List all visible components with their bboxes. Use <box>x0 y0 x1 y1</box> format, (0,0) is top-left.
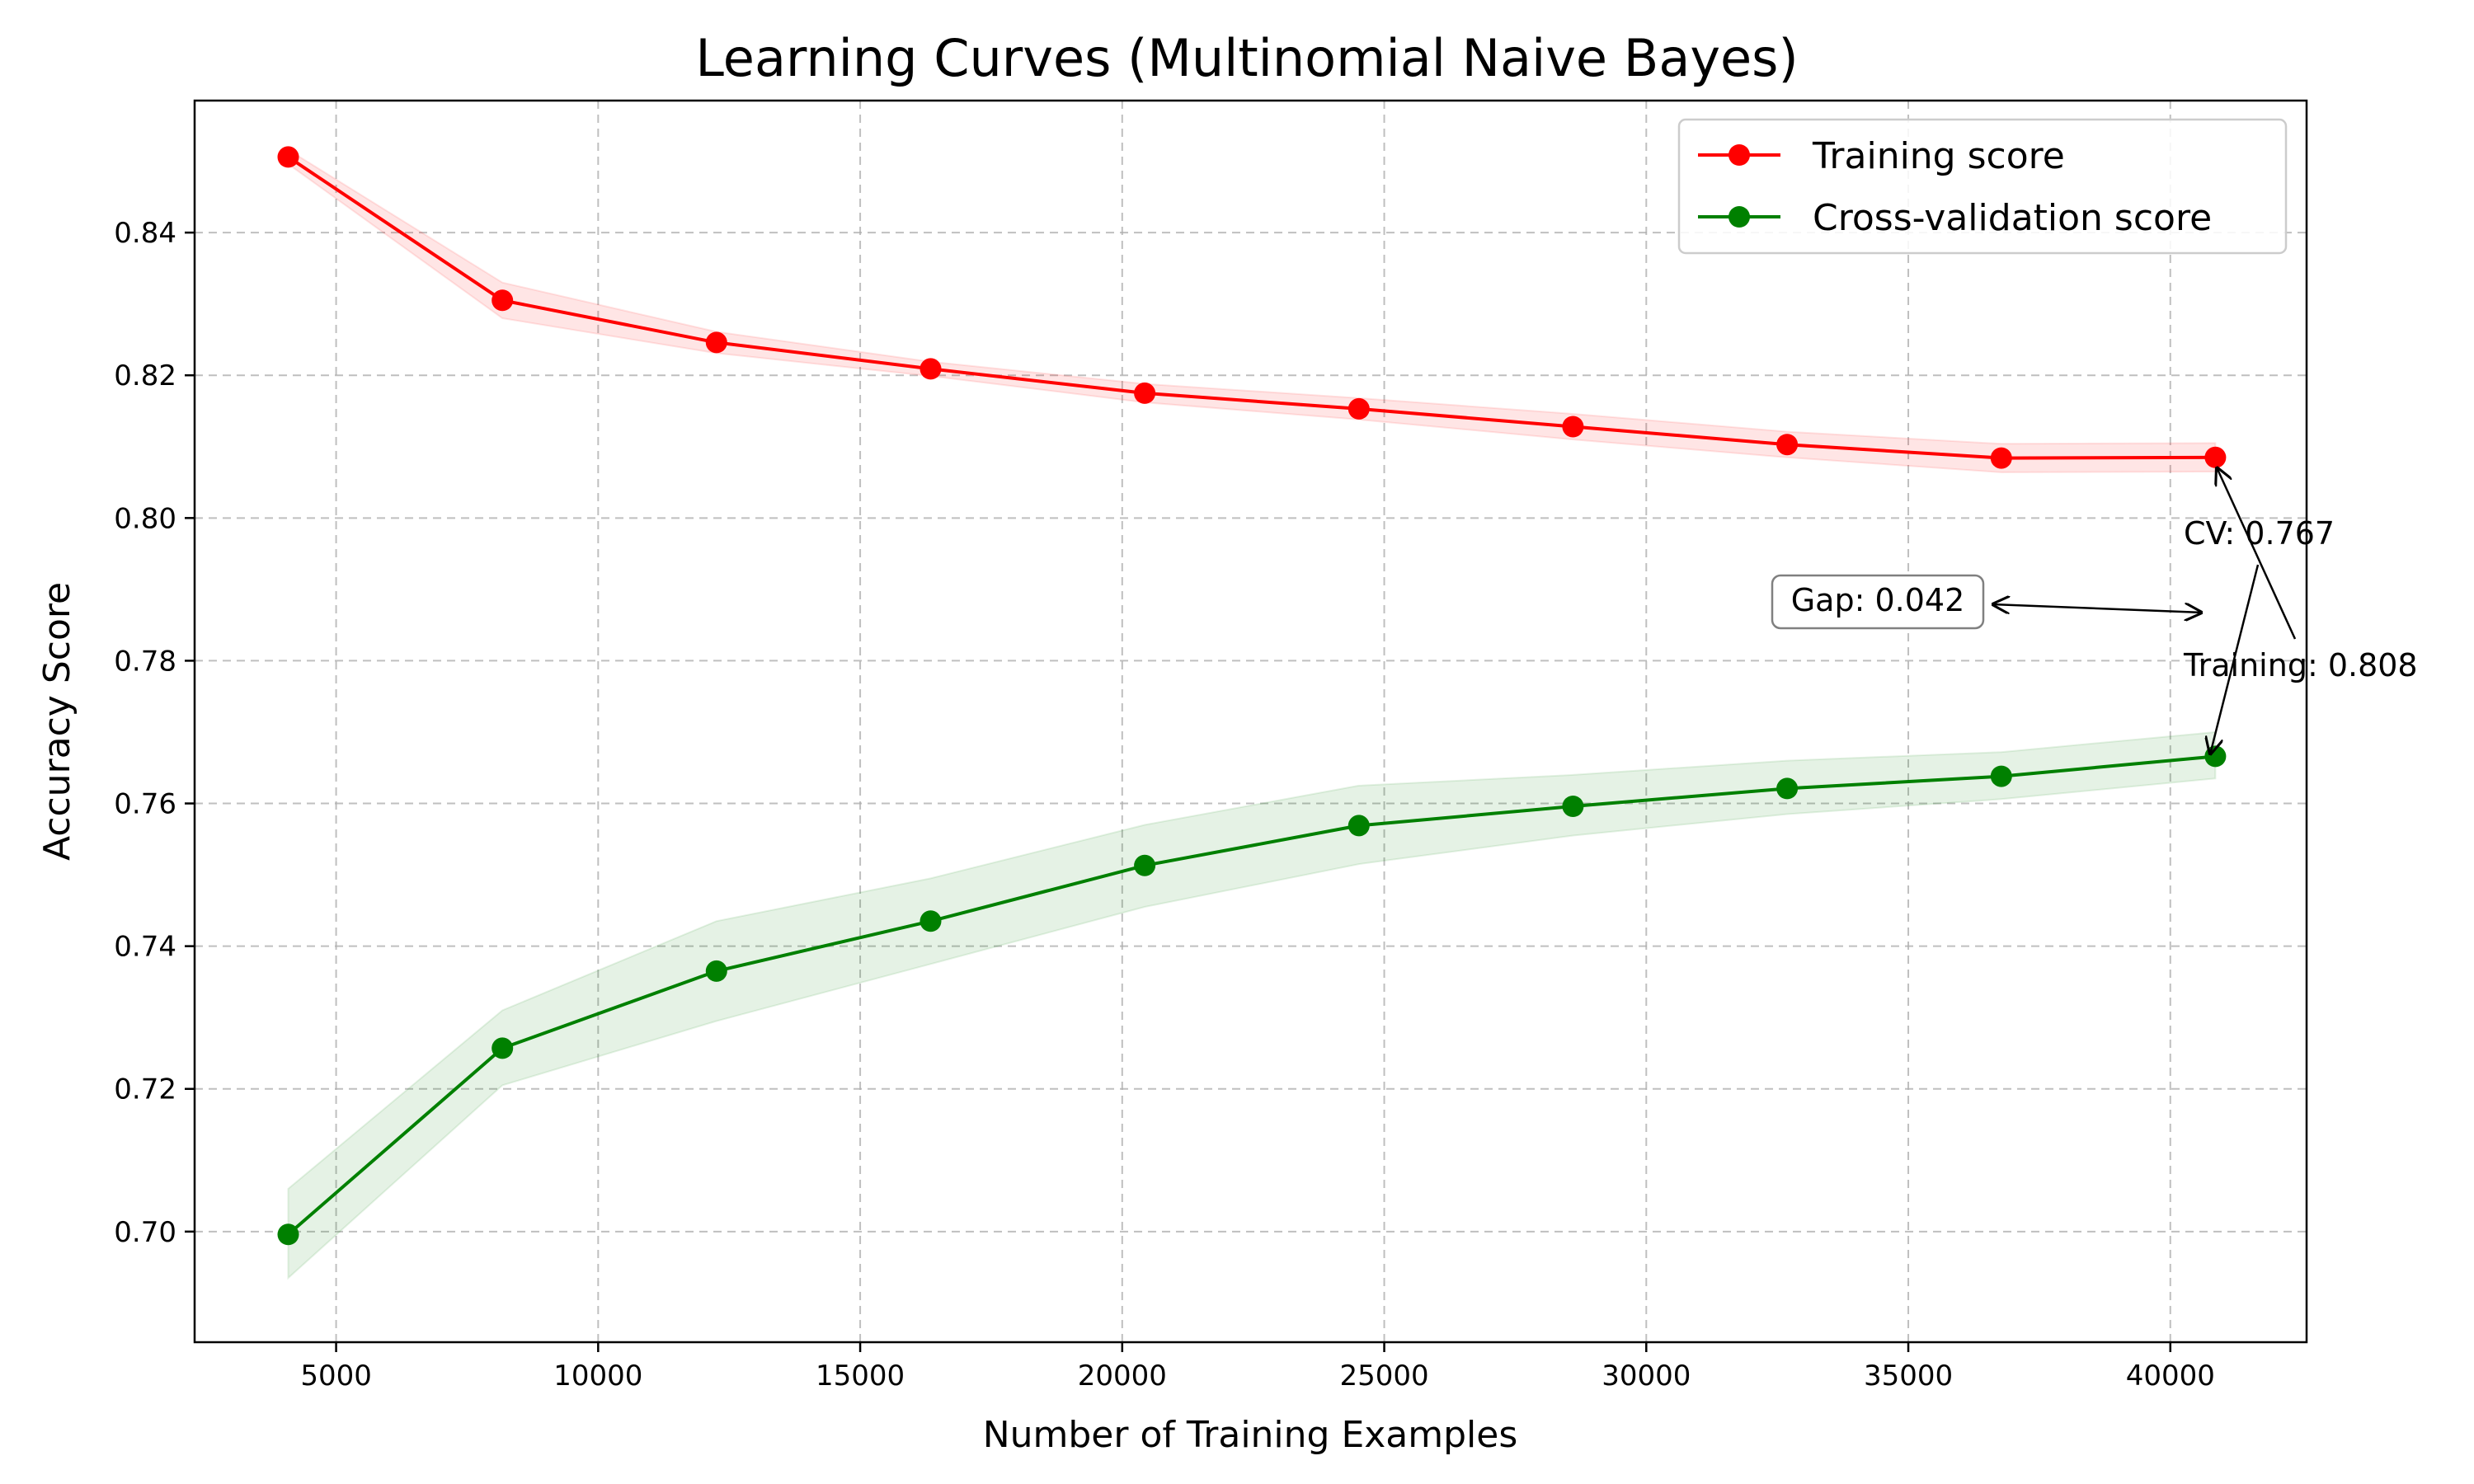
training-score-line <box>287 155 2216 460</box>
training-score-point <box>1134 382 1156 404</box>
cv-score-point <box>1134 854 1156 876</box>
training-score-point <box>2204 446 2227 468</box>
y-axis: 0.70 0.72 0.74 0.76 0.78 0.80 0.82 0.84 <box>114 217 195 1249</box>
y-tick-label: 0.78 <box>114 645 176 678</box>
cv-score-point <box>920 910 942 932</box>
annotations: CV: 0.767 Training: 0.808 Gap: 0.042 <box>1771 467 2418 754</box>
cv-score-point <box>705 960 727 982</box>
x-tick-label: 30000 <box>1602 1360 1691 1392</box>
x-tick-label: 40000 <box>2126 1360 2215 1392</box>
x-tick-label: 25000 <box>1339 1360 1428 1392</box>
y-axis-label: Accuracy Score <box>36 582 78 861</box>
x-tick-label: 20000 <box>1078 1360 1167 1392</box>
y-tick-label: 0.76 <box>114 788 176 821</box>
training-score-point <box>492 289 514 312</box>
legend-box <box>1677 118 2288 255</box>
cv-score-line <box>287 754 2216 1236</box>
legend-training-swatch-marker <box>1729 144 1750 166</box>
series-lines <box>287 155 2216 1236</box>
y-tick-label: 0.72 <box>114 1073 176 1106</box>
y-tick-label: 0.70 <box>114 1216 176 1249</box>
legend-cv-label: Cross-validation score <box>1813 197 2212 239</box>
cv-score-point <box>277 1223 299 1246</box>
x-axis: 5000 10000 15000 20000 25000 30000 35000 40000 <box>300 1342 2215 1392</box>
cv-score-point <box>1348 815 1370 837</box>
y-tick-label: 0.84 <box>114 217 176 250</box>
cv-score-point <box>1776 777 1799 800</box>
cv-score-point <box>492 1037 514 1059</box>
annotation-training-label: Training: 0.808 <box>2183 647 2418 683</box>
legend-cv-swatch-marker <box>1729 206 1750 228</box>
cv-score-point <box>2204 745 2227 768</box>
y-tick-label: 0.74 <box>114 931 176 964</box>
training-score-point <box>920 358 942 380</box>
training-score-point <box>277 146 299 168</box>
x-tick-label: 15000 <box>816 1360 905 1392</box>
cv-std-band <box>287 730 2217 1280</box>
annotation-gap-box <box>1771 574 1985 630</box>
legend: Training score Cross-validation score <box>1677 118 2288 255</box>
x-tick-label: 5000 <box>300 1360 372 1392</box>
y-tick-label: 0.80 <box>114 502 176 535</box>
series-markers <box>277 146 2227 1246</box>
training-score-point <box>1776 434 1799 456</box>
annotation-gap-label: Gap: 0.042 <box>1791 582 1965 618</box>
cv-score-point <box>1990 765 2012 787</box>
x-tick-label: 10000 <box>553 1360 642 1392</box>
annotation-cv-arrow <box>2210 564 2260 754</box>
legend-training-label: Training score <box>1812 135 2065 177</box>
training-score-point <box>1348 397 1370 420</box>
annotation-gap-arrow <box>1992 604 2202 613</box>
annotation-training-arrow <box>2217 467 2297 640</box>
chart-title: Learning Curves (Multinomial Naive Bayes… <box>695 28 1798 88</box>
y-tick-label: 0.82 <box>114 359 176 392</box>
annotation-cv-label: CV: 0.767 <box>2184 515 2335 552</box>
training-score-point <box>1990 447 2012 469</box>
cv-score-point <box>1562 796 1584 817</box>
x-tick-label: 35000 <box>1864 1360 1953 1392</box>
x-axis-label: Number of Training Examples <box>983 1414 1518 1456</box>
training-score-point <box>705 331 727 354</box>
training-score-point <box>1562 416 1584 438</box>
plot-area-frame <box>193 99 2308 1344</box>
